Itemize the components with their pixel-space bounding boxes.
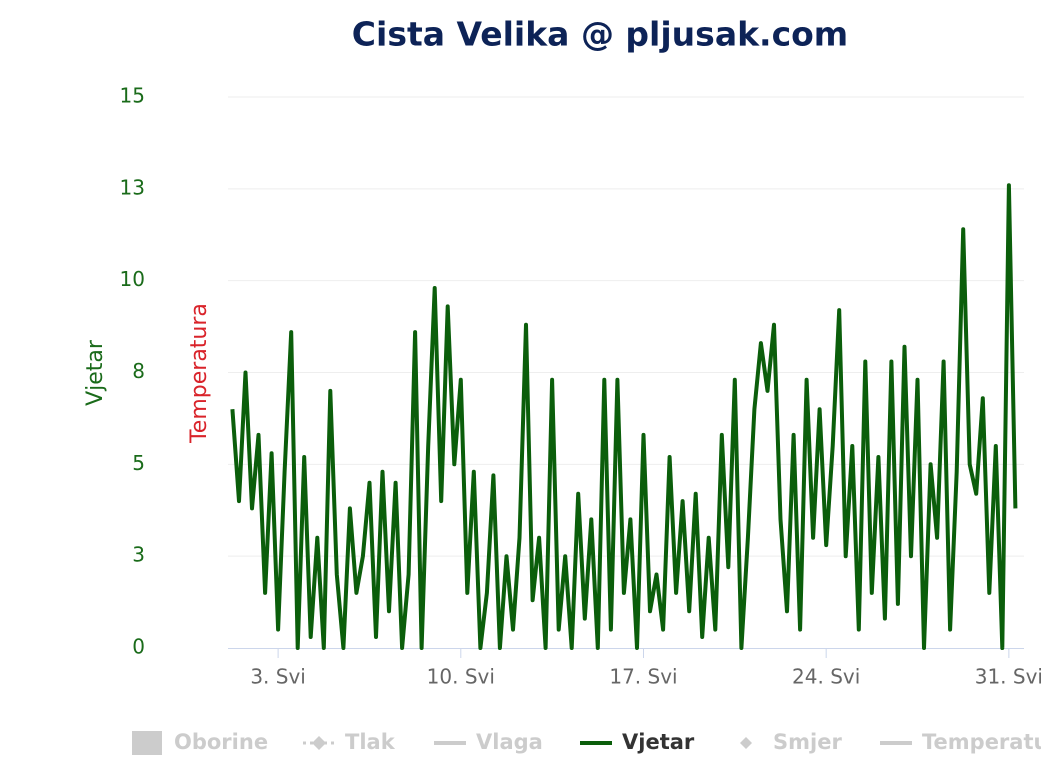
line-series bbox=[230, 183, 1018, 650]
legend-label[interactable]: Oborine bbox=[174, 730, 268, 754]
y-tick-label: 5 bbox=[132, 451, 145, 475]
x-tick-label: 17. Svi bbox=[609, 665, 677, 689]
x-tick-label: 24. Svi bbox=[792, 665, 860, 689]
y-tick-label: 10 bbox=[120, 267, 145, 291]
legend-label[interactable]: Vlaga bbox=[476, 730, 543, 754]
y-tick-label: 0 bbox=[132, 635, 145, 659]
y-tick-label: 15 bbox=[120, 84, 145, 108]
legend-label[interactable]: Tlak bbox=[345, 730, 396, 754]
chart-title: Cista Velika @ pljusak.com bbox=[352, 15, 848, 54]
y2-axis-title: Temperatura bbox=[187, 303, 212, 444]
legend-label[interactable]: Smjer bbox=[773, 730, 842, 754]
legend-symbol bbox=[740, 737, 752, 749]
y-tick-label: 13 bbox=[120, 175, 145, 199]
y-tick-label: 8 bbox=[132, 359, 145, 383]
x-tick-label: 3. Svi bbox=[250, 665, 306, 689]
x-tick-label: 10. Svi bbox=[427, 665, 495, 689]
legend-label[interactable]: Vjetar bbox=[622, 730, 695, 754]
legend-symbol bbox=[312, 736, 326, 750]
legend-symbol bbox=[132, 731, 162, 755]
x-tick-label: 31. Svi bbox=[975, 665, 1041, 689]
y-axis-title: Vjetar bbox=[83, 339, 108, 406]
y-tick-label: 3 bbox=[132, 543, 145, 567]
legend-label[interactable]: Temperatura bbox=[922, 730, 1041, 754]
